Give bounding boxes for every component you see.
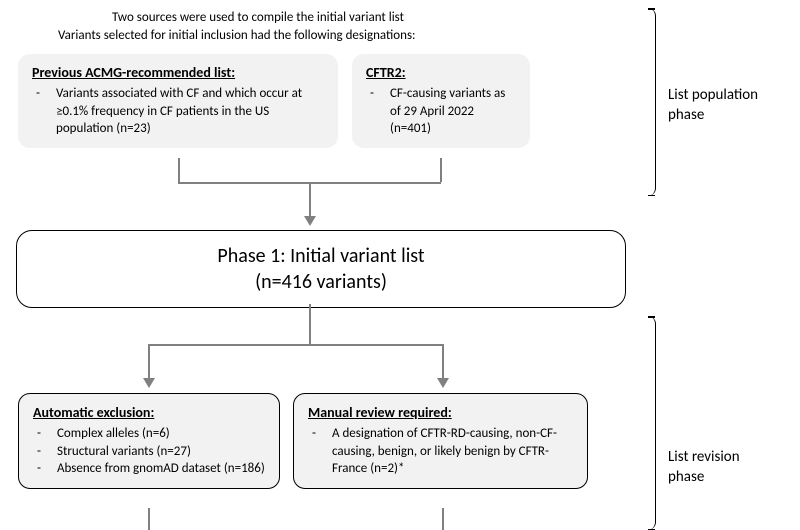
- connector-line: [148, 508, 150, 530]
- box-cftr2-item: CF-causing variants as of 29 April 2022 …: [366, 85, 516, 138]
- connector-line: [442, 344, 444, 380]
- box-auto-item: Structural variants (n=27): [33, 443, 265, 461]
- box-auto-title: Automatic exclusion:: [33, 404, 265, 421]
- box-manual-item: A designation of CFTR-RD-causing, non-CF…: [308, 425, 573, 478]
- connector-line: [440, 158, 442, 182]
- connector-line: [442, 508, 444, 530]
- box-cftr2-title: CFTR2:: [366, 64, 516, 81]
- connector-line: [309, 182, 311, 218]
- box-acmg-title: Previous ACMG-recommended list:: [32, 64, 324, 81]
- box-automatic-exclusion: Automatic exclusion: Complex alleles (n=…: [18, 393, 280, 489]
- connector-line: [178, 158, 180, 182]
- box-auto-item: Complex alleles (n=6): [33, 425, 265, 443]
- label-revision-phase: List revisionphase: [668, 448, 740, 487]
- box-manual-title: Manual review required:: [308, 404, 573, 421]
- box-auto-item: Absence from gnomAD dataset (n=186): [33, 460, 265, 478]
- connector-line: [148, 344, 150, 380]
- arrow-icon: [143, 378, 155, 388]
- box-acmg: Previous ACMG-recommended list: Variants…: [18, 54, 338, 148]
- phase1-subtitle: (n=416 variants): [29, 269, 613, 295]
- intro-line-1: Two sources were used to compile the ini…: [112, 10, 404, 25]
- box-cftr2: CFTR2: CF-causing variants as of 29 Apri…: [352, 54, 530, 148]
- intro-line-2: Variants selected for initial inclusion …: [58, 28, 416, 43]
- phase1-title: Phase 1: Initial variant list: [29, 243, 613, 269]
- bracket-population: [648, 8, 656, 196]
- phase1-box: Phase 1: Initial variant list (n=416 var…: [16, 230, 626, 308]
- connector-line: [309, 304, 311, 344]
- arrow-icon: [437, 378, 449, 388]
- bracket-revision: [648, 316, 656, 530]
- label-population-phase: List populationphase: [668, 86, 758, 125]
- connector-line: [148, 344, 443, 346]
- arrow-icon: [304, 216, 316, 226]
- box-acmg-item: Variants associated with CF and which oc…: [32, 85, 324, 138]
- box-manual-review: Manual review required: A designation of…: [293, 393, 588, 489]
